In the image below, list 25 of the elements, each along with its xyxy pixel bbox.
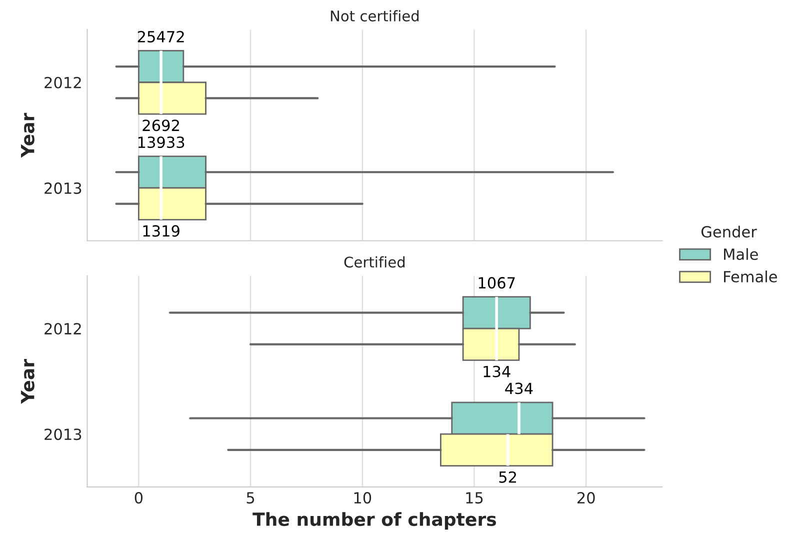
- text: 434: [505, 382, 533, 394]
- chart-title: Not certified: [330, 10, 419, 22]
- x-tick-label: 0: [134, 492, 143, 504]
- y-axis-title: Year: [21, 358, 34, 404]
- x-tick-label: 5: [246, 492, 254, 504]
- x-tick-label: 10: [354, 492, 372, 504]
- legend-label: Male: [724, 248, 758, 260]
- text: 13933: [138, 136, 184, 148]
- text: 1067: [478, 277, 515, 289]
- chart-title: Certified: [344, 256, 405, 268]
- y-tick-label: 2013: [44, 428, 82, 440]
- y-tick-label: 2013: [44, 182, 82, 194]
- text: 134: [484, 366, 510, 378]
- x-tick-label: 20: [577, 492, 595, 504]
- text: 1319: [143, 225, 180, 237]
- x-tick-label: 15: [466, 492, 483, 504]
- text: 2692: [142, 120, 179, 132]
- y-axis-title: Year: [21, 112, 34, 158]
- x-axis-title: The number of chapters: [252, 512, 496, 530]
- legend-title: Gender: [701, 226, 757, 238]
- text: 52: [499, 471, 516, 483]
- y-tick-label: 2012: [44, 76, 81, 88]
- legend-label: Female: [724, 270, 777, 282]
- text: 25472: [138, 30, 184, 42]
- y-tick-label: 2012: [44, 322, 81, 335]
